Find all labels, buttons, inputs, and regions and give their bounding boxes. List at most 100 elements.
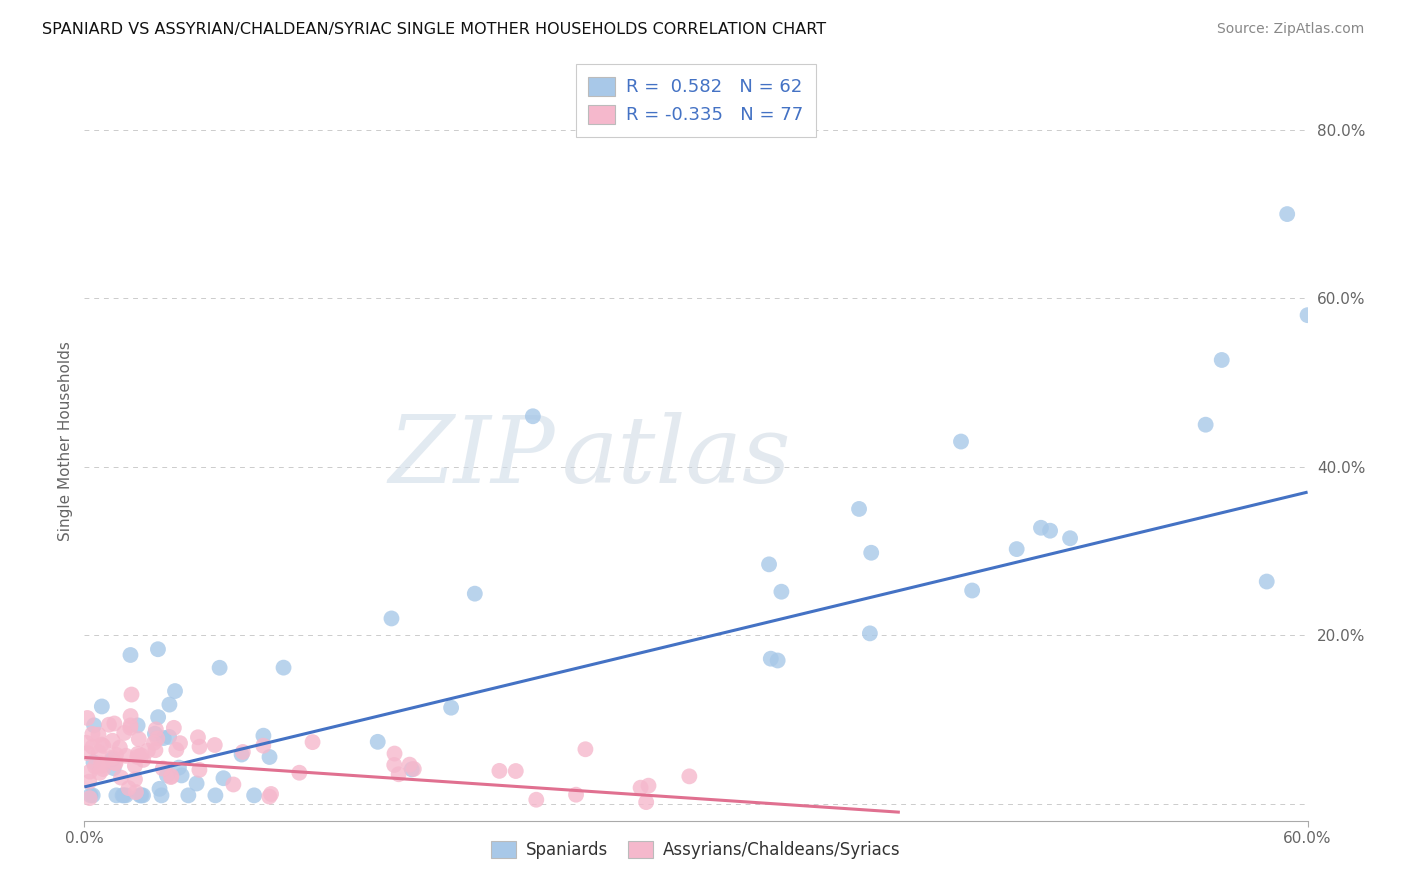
Point <box>146 731 169 746</box>
Y-axis label: Single Mother Households: Single Mother Households <box>58 342 73 541</box>
Point <box>222 777 245 791</box>
Point <box>129 748 152 763</box>
Point <box>145 723 167 737</box>
Point <box>143 736 166 750</box>
Point <box>565 788 588 802</box>
Point <box>382 758 405 772</box>
Point <box>170 768 193 782</box>
Point <box>148 781 170 796</box>
Point <box>108 740 131 755</box>
Point <box>157 698 180 712</box>
Text: ZIP: ZIP <box>388 412 555 501</box>
Point <box>208 661 231 675</box>
Point <box>87 746 110 760</box>
Point <box>260 787 283 801</box>
Point <box>380 611 402 625</box>
Point <box>156 768 179 782</box>
Point <box>187 731 209 745</box>
Point <box>524 793 547 807</box>
Point <box>104 756 127 771</box>
Point <box>960 583 983 598</box>
Point <box>766 653 789 667</box>
Point <box>145 743 167 757</box>
Point <box>160 770 183 784</box>
Point <box>82 789 104 803</box>
Point <box>152 731 174 745</box>
Point <box>105 789 128 803</box>
Point <box>82 727 104 741</box>
Point <box>103 716 125 731</box>
Point <box>488 764 510 778</box>
Point <box>103 761 125 775</box>
Point <box>128 732 150 747</box>
Point <box>146 710 169 724</box>
Point <box>464 587 486 601</box>
Point <box>950 434 973 449</box>
Point <box>384 747 406 761</box>
Point <box>76 746 98 760</box>
Point <box>90 759 112 773</box>
Point <box>167 761 190 775</box>
Point <box>83 718 105 732</box>
Point <box>160 769 183 783</box>
Point <box>186 776 208 790</box>
Point <box>163 721 186 735</box>
Point <box>637 779 659 793</box>
Point <box>636 795 658 809</box>
Point <box>84 759 107 773</box>
Point <box>150 789 173 803</box>
Point <box>252 729 274 743</box>
Point <box>204 738 226 752</box>
Point <box>848 502 870 516</box>
Point <box>132 753 155 767</box>
Legend: Spaniards, Assyrians/Chaldeans/Syriacs: Spaniards, Assyrians/Chaldeans/Syriacs <box>484 834 908 865</box>
Point <box>398 757 420 772</box>
Point <box>505 764 527 778</box>
Text: SPANIARD VS ASSYRIAN/CHALDEAN/SYRIAC SINGLE MOTHER HOUSEHOLDS CORRELATION CHART: SPANIARD VS ASSYRIAN/CHALDEAN/SYRIAC SIN… <box>42 22 827 37</box>
Point <box>165 743 187 757</box>
Point <box>90 756 112 771</box>
Point <box>127 750 149 764</box>
Point <box>121 688 143 702</box>
Point <box>152 762 174 776</box>
Point <box>112 789 135 803</box>
Point <box>125 785 148 799</box>
Point <box>212 771 235 785</box>
Point <box>91 739 114 753</box>
Point <box>859 626 882 640</box>
Point <box>124 759 146 773</box>
Point <box>83 756 105 770</box>
Point <box>574 742 596 756</box>
Point <box>188 763 211 777</box>
Point <box>127 747 149 761</box>
Point <box>273 660 295 674</box>
Point <box>110 771 132 785</box>
Point <box>146 642 169 657</box>
Point <box>301 735 323 749</box>
Point <box>104 756 127 771</box>
Point <box>770 584 793 599</box>
Point <box>118 781 141 796</box>
Point <box>79 764 101 779</box>
Point <box>120 718 142 732</box>
Point <box>82 739 104 754</box>
Point <box>111 789 134 803</box>
Point <box>1005 542 1028 557</box>
Point <box>678 769 700 783</box>
Point <box>75 736 97 750</box>
Point <box>1195 417 1218 432</box>
Point <box>188 739 211 754</box>
Point <box>177 789 200 803</box>
Point <box>758 558 780 572</box>
Point <box>115 748 138 763</box>
Point <box>163 684 186 698</box>
Point <box>1277 207 1299 221</box>
Point <box>101 733 124 747</box>
Point <box>1211 353 1233 368</box>
Point <box>132 789 155 803</box>
Point <box>401 763 423 777</box>
Text: Source: ZipAtlas.com: Source: ZipAtlas.com <box>1216 22 1364 37</box>
Point <box>89 765 111 780</box>
Point <box>204 789 226 803</box>
Point <box>1256 574 1278 589</box>
